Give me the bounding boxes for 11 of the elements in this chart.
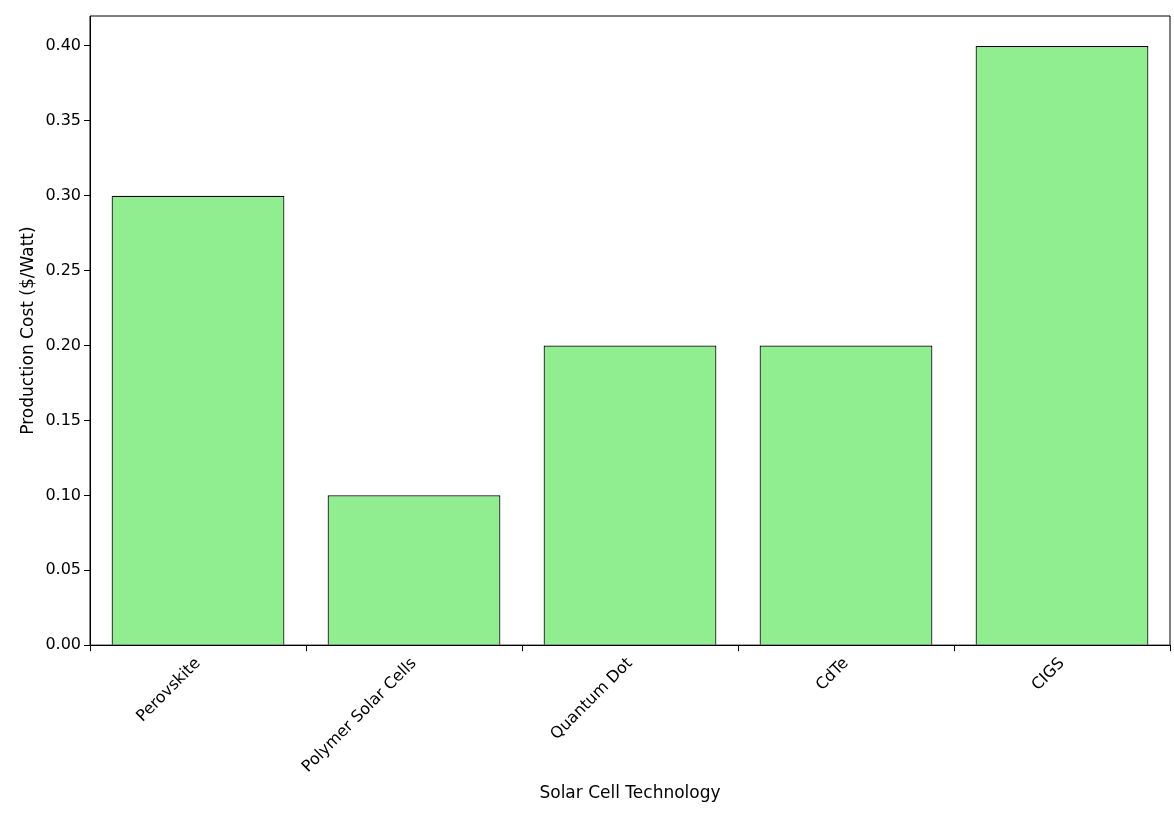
y-tick-label: 0.35 [45, 110, 82, 130]
y-tick-label: 0.25 [45, 259, 82, 279]
x-axis-title: Solar Cell Technology [539, 782, 721, 803]
y-tick-label: 0.30 [45, 184, 82, 204]
y-tick-label: 0.00 [45, 634, 82, 654]
y-tick-label: 0.15 [45, 409, 82, 429]
y-axis-title: Production Cost ($/Watt) [16, 226, 37, 435]
y-tick-label: 0.10 [45, 484, 82, 504]
y-tick-label: 0.05 [45, 559, 82, 579]
y-tick-label: 0.40 [45, 35, 82, 55]
y-tick-label: 0.20 [45, 334, 82, 354]
